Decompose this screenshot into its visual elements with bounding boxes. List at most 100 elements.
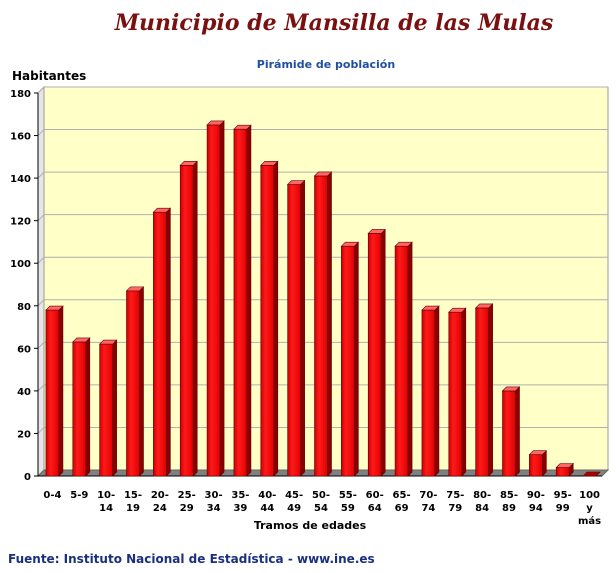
y-tick-label: 40 [17,387,31,398]
y-tick-label: 140 [10,174,31,185]
y-tick-label: 160 [10,132,31,143]
bar-front [421,309,436,477]
bar-side [327,171,332,477]
bar [501,386,521,477]
bar-top [448,307,467,313]
gridline-side [37,214,45,222]
y-axis-label: Habitantes [12,69,87,83]
bar-top [340,241,360,247]
x-tick-label: 75-79 [446,490,464,514]
bar [313,171,333,477]
bar-side [354,241,359,477]
bar [394,241,413,477]
bar-side [273,160,279,477]
x-tick-label: 100 y más [578,490,601,527]
bar-front [126,290,140,477]
bar [421,305,440,477]
x-axis-label: Tramos de edades [253,519,367,532]
bar [286,179,306,477]
x-tick-label: 35-39 [231,490,249,514]
bar-top [501,386,521,392]
x-tick-label: 65-69 [393,490,411,514]
gridline-side [37,171,45,179]
bar [179,160,198,477]
y-tick-label: 60 [17,344,31,355]
bar-top [474,303,494,309]
bar-front [153,211,167,477]
x-tick-label: 55-59 [339,490,357,514]
bar [555,462,574,477]
bar [448,307,467,477]
bar [125,286,145,477]
y-tick-label: 20 [17,429,31,440]
bar-side [112,339,117,477]
bar-top [152,207,172,213]
x-tick-label: 25-29 [178,490,196,514]
x-tick-label: 50-54 [312,490,330,514]
bar-side [139,286,144,477]
bar-top [394,241,413,247]
bar-side [407,241,413,477]
x-tick-label: 20-24 [151,490,169,514]
bar-top [555,463,574,468]
bar [474,303,494,477]
bar [45,305,64,477]
bar-top [528,450,548,456]
bar-front [72,341,87,477]
bar-front [394,245,409,477]
y-tick-label: 120 [10,217,31,228]
y-tick-label: 100 [10,259,31,270]
bar-front [448,311,463,477]
gridline-side [37,384,45,392]
gridline-side [37,341,45,349]
bar-top [367,229,386,234]
x-tick-label: 95-99 [554,490,572,514]
x-tick-label: 60-64 [366,490,384,514]
x-tick-label: 5-9 [70,490,88,501]
bar-top [313,171,333,177]
bar-front [502,390,516,477]
x-tick-label: 80-84 [473,490,491,514]
x-tick-label: 15-19 [124,490,142,514]
bar-front [206,124,221,477]
bar-front [99,343,113,477]
bar-front [260,165,275,477]
bar-top [98,339,118,345]
bar [72,337,91,477]
bar-side [300,179,305,477]
x-tick-label: 10-14 [97,490,115,514]
gridline-side [37,129,45,136]
bar-front [475,307,489,477]
main-title: Municipio de Mansilla de las Mulas [114,10,554,36]
bar-side [434,305,440,477]
bar-front [529,454,543,477]
bar [233,124,252,477]
bar-side [461,307,467,477]
y-tick-label: 180 [10,89,31,100]
bar-front [314,175,328,477]
bar-side [380,228,386,477]
bar-front [179,165,194,477]
bar-front [233,128,248,477]
y-tick-label: 80 [17,302,31,313]
bar [528,449,548,477]
bar-front [555,467,570,477]
bar-side [219,120,225,477]
bar-top [233,124,252,130]
bar-side [166,207,171,477]
x-tick-label: 85-89 [500,490,518,514]
bar-side [246,124,252,477]
gridline-side [37,86,45,94]
gridline-side [37,299,45,307]
bar [340,241,360,477]
bar-top [179,161,198,166]
bar [260,160,279,477]
chart-title: Pirámide de población [256,58,396,71]
bar-top [421,305,440,311]
y-tick-label: 0 [24,472,31,483]
bar-top [286,180,306,185]
bar-front [287,184,301,477]
bar-front [45,309,60,477]
bar-front [367,233,382,477]
